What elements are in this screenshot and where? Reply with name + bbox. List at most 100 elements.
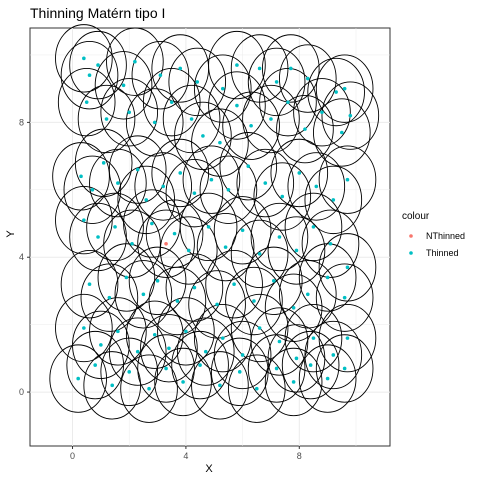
point-thinned xyxy=(169,100,174,104)
y-tick-label: 0 xyxy=(19,387,24,397)
point-thinned xyxy=(269,117,273,121)
thinning-circle xyxy=(301,209,360,278)
point-thinned xyxy=(113,225,117,229)
point-thinned xyxy=(104,117,109,121)
point-thinned xyxy=(121,83,126,88)
point-thinned xyxy=(263,181,268,185)
thinning-circle xyxy=(49,344,107,413)
point-thinned xyxy=(189,117,194,121)
thinning-circle xyxy=(244,246,303,315)
thinning-circle xyxy=(318,303,377,373)
thinning-circle xyxy=(284,303,343,373)
thinning-circle xyxy=(137,334,195,403)
thinning-circle xyxy=(230,219,289,289)
thinning-circle xyxy=(276,94,334,164)
x-axis-ticks: 0 4 8 xyxy=(70,446,302,461)
point-thinned xyxy=(291,380,296,384)
point-thinned xyxy=(235,63,239,67)
point-thinned xyxy=(294,356,299,361)
thinning-circle xyxy=(140,314,198,383)
point-thinned xyxy=(178,66,183,71)
thinning-circle xyxy=(191,351,249,420)
thinning-circle xyxy=(171,330,229,400)
point-thinned xyxy=(305,292,310,297)
thinning-circle xyxy=(219,132,278,201)
thinning-circle xyxy=(199,155,258,224)
thinning-circle xyxy=(128,246,187,315)
thinning-circle xyxy=(253,162,312,231)
point-thinned xyxy=(274,80,279,84)
thinning-circle xyxy=(205,250,263,319)
point-thinned xyxy=(274,366,279,371)
thinning-circle xyxy=(307,57,365,127)
point-thinned xyxy=(141,292,146,297)
point-thinned xyxy=(76,376,80,381)
point-thinned xyxy=(201,134,205,138)
point-thinned xyxy=(184,329,188,334)
legend: colour NThinned Thinned xyxy=(402,211,465,260)
point-thinned xyxy=(257,252,262,256)
point-thinned xyxy=(116,329,120,334)
point-thinned xyxy=(82,218,86,222)
thinning-circle xyxy=(250,307,309,376)
point-thinned xyxy=(110,383,115,388)
thinning-circle xyxy=(66,330,124,400)
point-thinned xyxy=(220,86,225,91)
point-thinned xyxy=(252,299,256,303)
thinning-circle xyxy=(267,216,326,285)
point-thinned xyxy=(93,363,97,367)
thinning-circle xyxy=(100,337,159,406)
thinning-circle xyxy=(318,145,377,214)
thinning-circle xyxy=(151,138,210,208)
thinning-circle xyxy=(213,320,272,390)
point-thinned xyxy=(175,299,180,303)
point-thinned xyxy=(291,305,296,310)
point-thinned xyxy=(218,140,222,145)
thinning-circle xyxy=(313,98,371,167)
point-thinned xyxy=(237,370,242,374)
point-thinned xyxy=(257,66,262,71)
legend-key xyxy=(409,234,413,238)
thinning-circle xyxy=(247,334,306,403)
point-thinned xyxy=(192,285,197,290)
thinning-circle xyxy=(176,317,235,386)
thinning-circle xyxy=(281,330,340,400)
point-thinned xyxy=(320,110,324,115)
point-thinned xyxy=(158,73,163,77)
thinning-circle xyxy=(168,47,227,117)
point-thinned xyxy=(342,366,347,371)
legend-label: Thinned xyxy=(426,248,459,258)
point-thinned xyxy=(161,184,166,189)
point-thinned xyxy=(127,110,132,115)
point-thinned xyxy=(144,198,149,202)
legend-entries: NThinned Thinned xyxy=(404,229,465,260)
legend-key xyxy=(409,251,413,255)
point-thinned xyxy=(280,194,285,199)
point-thinned xyxy=(254,386,259,391)
thinning-circle xyxy=(60,250,119,319)
thinning-circle xyxy=(278,260,337,329)
thinning-circle xyxy=(227,354,286,423)
point-thinned xyxy=(82,56,86,61)
thinning-circle xyxy=(86,192,144,262)
point-thinned xyxy=(147,386,151,391)
thinning-circle xyxy=(69,202,127,272)
thinning-circles xyxy=(49,24,380,423)
point-thinned xyxy=(240,228,245,233)
point-thinned xyxy=(311,336,316,340)
thinning-circle xyxy=(315,263,374,332)
point-thinned xyxy=(325,376,330,381)
thinning-circle xyxy=(284,192,343,262)
thinning-circle xyxy=(259,68,317,137)
thinning-circle xyxy=(304,320,363,390)
thinning-circle xyxy=(261,34,320,103)
point-thinned xyxy=(203,349,208,354)
thinning-circle xyxy=(165,253,224,322)
point-thinned xyxy=(178,171,183,175)
point-thinned xyxy=(303,127,307,131)
thinning-circle xyxy=(100,78,159,147)
thinning-circle xyxy=(89,148,147,218)
thinning-circle xyxy=(148,266,207,336)
thinning-circle xyxy=(179,192,238,262)
